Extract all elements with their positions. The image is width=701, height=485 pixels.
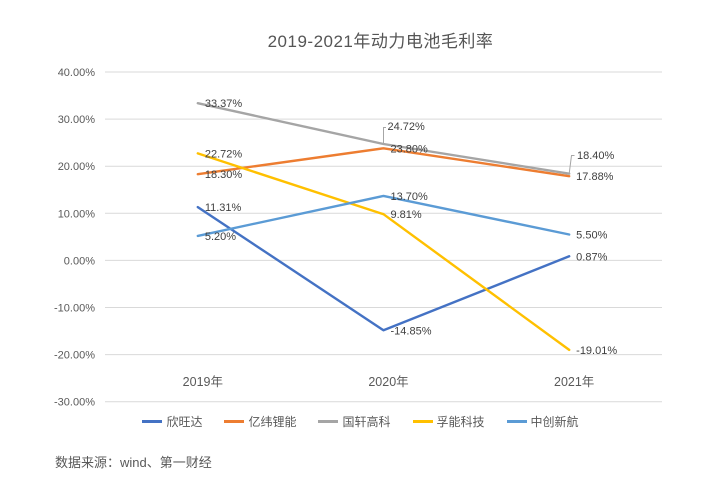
source-note: 数据来源：wind、第一财经	[55, 455, 212, 470]
data-label: 23.80%	[391, 143, 429, 155]
chart-title: 2019-2021年动力电池毛利率	[267, 32, 494, 51]
legend-swatch	[142, 420, 163, 423]
legend-swatch	[412, 420, 433, 423]
legend-swatch	[318, 420, 339, 423]
series-line-亿纬锂能	[196, 147, 571, 178]
y-tick-label: -30.00%	[54, 397, 95, 409]
data-label: -14.85%	[391, 325, 432, 337]
series-line-欣旺达	[196, 205, 571, 332]
legend-label: 孚能科技	[436, 415, 485, 429]
x-axis-label: 2020年	[368, 375, 408, 389]
data-label: 17.88%	[576, 171, 614, 183]
data-label: 13.70%	[391, 191, 429, 203]
data-label: 33.37%	[205, 98, 243, 110]
legend-label: 中创新航	[530, 415, 579, 429]
legend-item-国轩高科: 国轩高科	[318, 413, 391, 430]
y-tick-label: 20.00%	[58, 161, 96, 173]
legend-item-亿纬锂能: 亿纬锂能	[224, 413, 296, 430]
legend-item-欣旺达: 欣旺达	[142, 413, 202, 430]
data-label: 11.31%	[205, 202, 242, 214]
data-label: 5.50%	[576, 229, 607, 241]
legend-label: 欣旺达	[166, 415, 203, 429]
legend-item-中创新航: 中创新航	[506, 413, 579, 430]
data-label: -19.01%	[576, 345, 617, 357]
data-label: 5.20%	[205, 231, 236, 243]
data-label: 9.81%	[391, 209, 422, 221]
y-tick-label: 10.00%	[58, 208, 96, 220]
y-tick-label: 40.00%	[58, 67, 96, 79]
legend-swatch	[224, 420, 245, 423]
x-axis-label: 2021年	[554, 375, 594, 389]
y-tick-label: 30.00%	[58, 114, 96, 126]
data-label: 24.72%	[388, 121, 426, 133]
legend-label: 亿纬锂能	[248, 415, 297, 429]
label-leader-line	[568, 155, 575, 174]
data-label: 22.72%	[205, 148, 243, 160]
y-tick-label: -20.00%	[54, 350, 95, 362]
y-tick-label: -10.00%	[54, 303, 95, 315]
x-axis-label: 2019年	[183, 375, 223, 389]
series-line-孚能科技	[196, 152, 571, 352]
series-line-中创新航	[196, 194, 571, 238]
data-label: 18.30%	[205, 169, 243, 181]
chart-legend: 欣旺达 亿纬锂能 国轩高科 孚能科技 中创新航	[20, 413, 701, 430]
data-label: 18.40%	[577, 150, 615, 162]
y-tick-label: 0.00%	[64, 255, 95, 267]
data-label: 0.87%	[576, 251, 607, 263]
legend-swatch	[506, 420, 527, 423]
legend-label: 国轩高科	[342, 415, 391, 429]
legend-item-孚能科技: 孚能科技	[412, 413, 485, 430]
label-leader-line	[383, 127, 386, 144]
